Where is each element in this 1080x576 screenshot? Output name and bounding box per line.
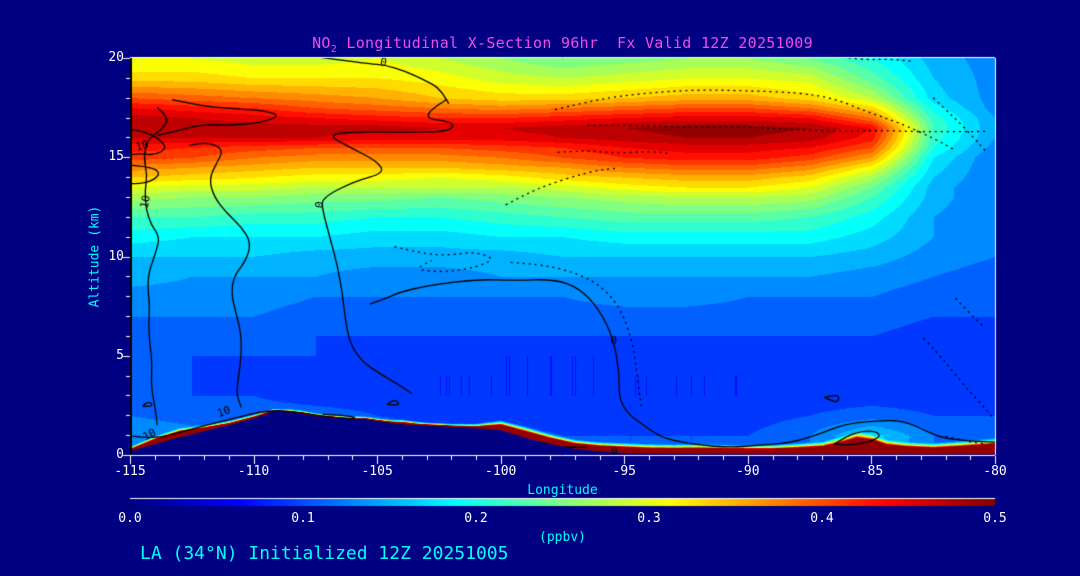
title-subscript: 2 [330, 44, 338, 55]
y-tick-label: 20 [108, 50, 124, 65]
x-tick-label: -100 [485, 464, 517, 479]
y-tick-label: 5 [116, 347, 124, 363]
x-tick-label: -115 [114, 464, 146, 479]
colorbar-tick-label: 0.3 [637, 511, 661, 526]
x-tick-label: -105 [361, 464, 393, 479]
y-tick-label: 15 [108, 149, 124, 165]
x-tick-label: -110 [237, 464, 270, 479]
x-axis-title: Longitude [527, 483, 598, 498]
title-prefix: NO [312, 34, 331, 52]
title-rest: Longitudinal X-Section 96hr Fx Valid 12Z… [337, 34, 813, 52]
footer-annotation: LA (34°N) Initialized 12Z 20251005 [140, 543, 509, 564]
plot-title: NO2 Longitudinal X-Section 96hr Fx Valid… [130, 34, 995, 55]
colorbar-tick-label: 0.2 [464, 511, 488, 526]
x-tick-label: -90 [736, 464, 760, 479]
y-tick-label: 10 [108, 248, 124, 264]
x-tick-label: -80 [983, 464, 1007, 479]
colorbar-tick-label: 0.4 [810, 511, 834, 526]
x-tick-label: -95 [612, 464, 637, 479]
colorbar-tick-label: 0.5 [983, 511, 1007, 526]
colorbar-tick-label: 0.1 [291, 511, 315, 526]
colorbar-unit: (ppbv) [539, 530, 586, 545]
x-tick-label: -85 [859, 464, 884, 479]
colorbar-tick-label: 0.0 [118, 511, 142, 526]
y-tick-label: 0 [116, 447, 124, 462]
